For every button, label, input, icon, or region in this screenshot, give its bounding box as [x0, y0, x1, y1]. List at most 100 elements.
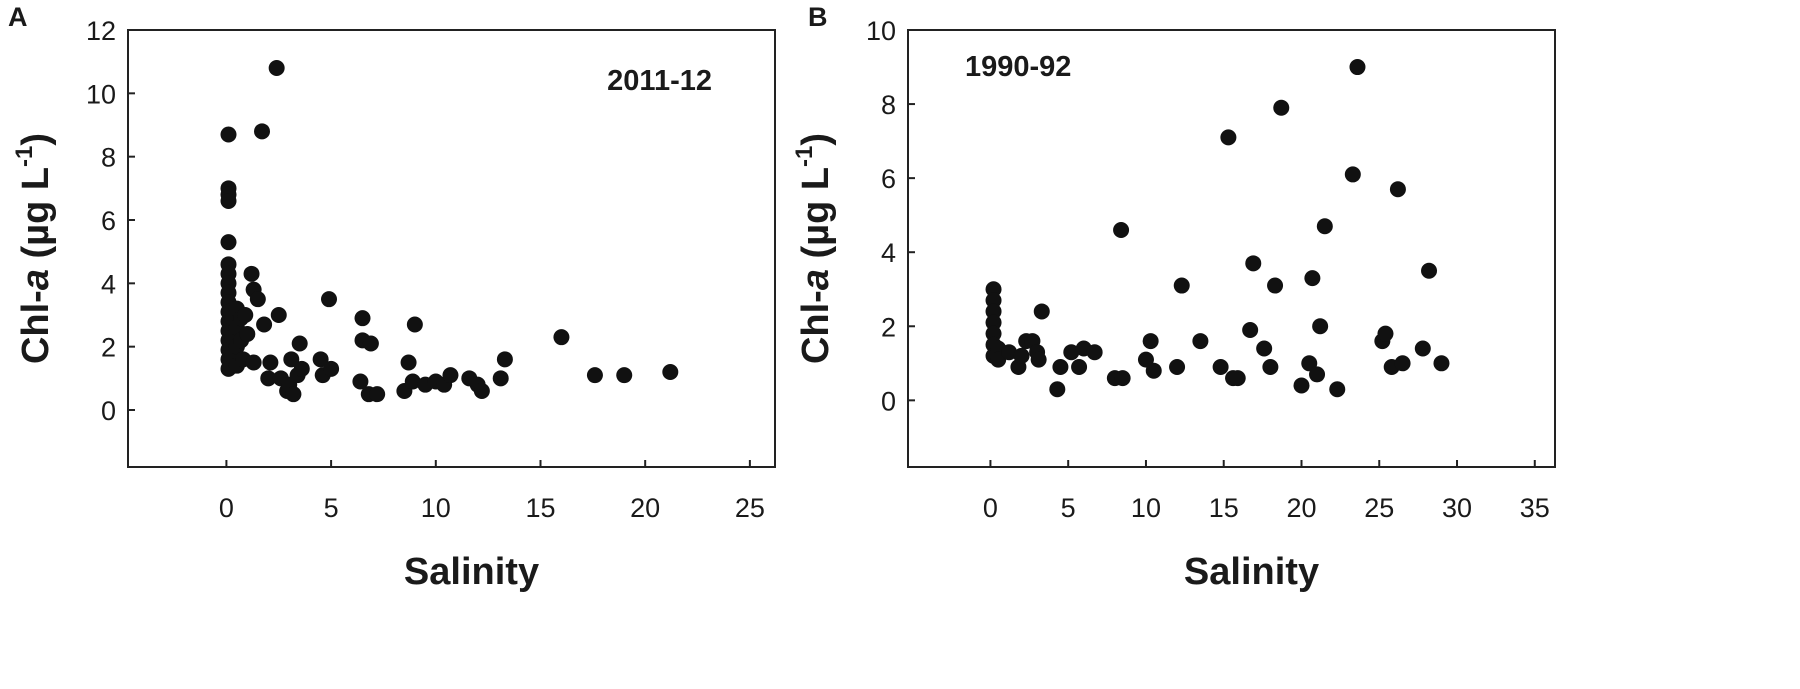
point: [1212, 359, 1229, 376]
point: [442, 367, 459, 384]
point: [1414, 340, 1431, 357]
y-tick-label: 2: [881, 312, 896, 342]
y-tick-label: 6: [881, 164, 896, 194]
point: [616, 367, 633, 384]
point: [1169, 359, 1186, 376]
y-title-unit: (µg L: [15, 167, 57, 269]
point: [1192, 333, 1209, 350]
point: [1304, 270, 1321, 287]
point: [1220, 129, 1237, 146]
point: [262, 354, 279, 371]
point: [256, 316, 273, 333]
point: [237, 307, 254, 323]
point: [1389, 181, 1406, 198]
point: [1242, 321, 1259, 338]
point: [473, 383, 490, 399]
annotation: 1990-92: [965, 51, 1071, 83]
x-tick-label: 0: [983, 493, 998, 523]
point: [249, 291, 266, 308]
point: [553, 329, 570, 346]
point: [985, 314, 1002, 331]
point: [1267, 277, 1284, 294]
point: [220, 193, 237, 209]
y-title-prefix: Chl-: [795, 290, 837, 364]
plot-frame: [127, 29, 776, 468]
point: [291, 335, 308, 352]
point: [293, 360, 310, 377]
point: [354, 310, 371, 327]
point: [254, 123, 271, 140]
y-tick-label: 10: [866, 16, 896, 46]
y-title-exponent: -1: [791, 146, 818, 167]
point: [1309, 366, 1326, 383]
point: [1033, 303, 1050, 320]
point: [1433, 355, 1450, 372]
point: [323, 360, 340, 377]
point: [285, 386, 302, 403]
y-tick-label: 8: [101, 143, 116, 173]
point: [406, 316, 423, 333]
point: [1377, 325, 1394, 342]
x-tick-label: 15: [525, 493, 555, 523]
point: [586, 367, 603, 384]
y-tick-label: 4: [101, 269, 116, 299]
point: [1001, 344, 1018, 361]
y-title-exponent: -1: [11, 146, 38, 167]
x-tick-label: 5: [1061, 493, 1076, 523]
x-tick-label: 25: [735, 493, 765, 523]
point: [1262, 359, 1279, 376]
point: [321, 291, 338, 308]
point: [1394, 355, 1411, 372]
point: [492, 370, 509, 387]
y-title-italic: a: [795, 269, 837, 290]
point: [270, 307, 287, 323]
point: [283, 351, 300, 368]
point: [239, 326, 256, 342]
point: [1312, 318, 1329, 335]
point: [1293, 377, 1310, 394]
point: [1173, 277, 1190, 294]
panel: 0 5 10 15 20 25 30 35 0 2 4 6 8 10 B 1990-92 Salinity Chl…: [791, 2, 1556, 593]
point: [1256, 340, 1273, 357]
x-tick-label: 20: [1286, 493, 1316, 523]
point: [362, 335, 379, 352]
y-tick-label: 12: [86, 16, 116, 46]
y-title-suffix: ): [795, 133, 837, 146]
point: [985, 325, 1002, 342]
point: [1086, 344, 1103, 361]
point: [400, 354, 417, 371]
y-axis-title: Chl-a (µg L-1): [791, 133, 837, 364]
panel-label: B: [808, 2, 828, 32]
y-tick-label: 0: [101, 396, 116, 426]
point: [1316, 218, 1333, 235]
y-tick-label: 4: [881, 238, 896, 268]
point: [1344, 166, 1361, 183]
x-tick-label: 15: [1209, 493, 1239, 523]
x-tick-label: 10: [1131, 493, 1161, 523]
plot-frame: [907, 29, 1556, 468]
point: [496, 351, 513, 368]
y-title-unit: (µg L: [795, 167, 837, 269]
point: [1071, 359, 1088, 376]
point: [243, 265, 260, 282]
x-tick-label: 0: [219, 493, 234, 523]
x-tick-label: 5: [324, 493, 339, 523]
point: [352, 373, 369, 390]
point: [1013, 347, 1030, 364]
point: [1273, 99, 1290, 116]
x-tick-label: 25: [1364, 493, 1394, 523]
point: [985, 281, 1002, 298]
point: [1063, 344, 1080, 361]
panel: 0 5 10 15 20 25 0 2 4 6 8 10 12 A 2011-12 Salinity Chl-a…: [8, 2, 776, 593]
x-tick-label: 35: [1520, 493, 1550, 523]
y-tick-label: 2: [101, 333, 116, 363]
point: [1229, 370, 1246, 387]
y-axis-title: Chl-a (µg L-1): [11, 133, 57, 364]
point: [1113, 221, 1130, 238]
y-tick-label: 6: [101, 206, 116, 236]
point: [1145, 362, 1162, 379]
point: [985, 303, 1002, 320]
point: [220, 234, 237, 251]
point: [220, 126, 237, 143]
y-tick-label: 8: [881, 90, 896, 120]
